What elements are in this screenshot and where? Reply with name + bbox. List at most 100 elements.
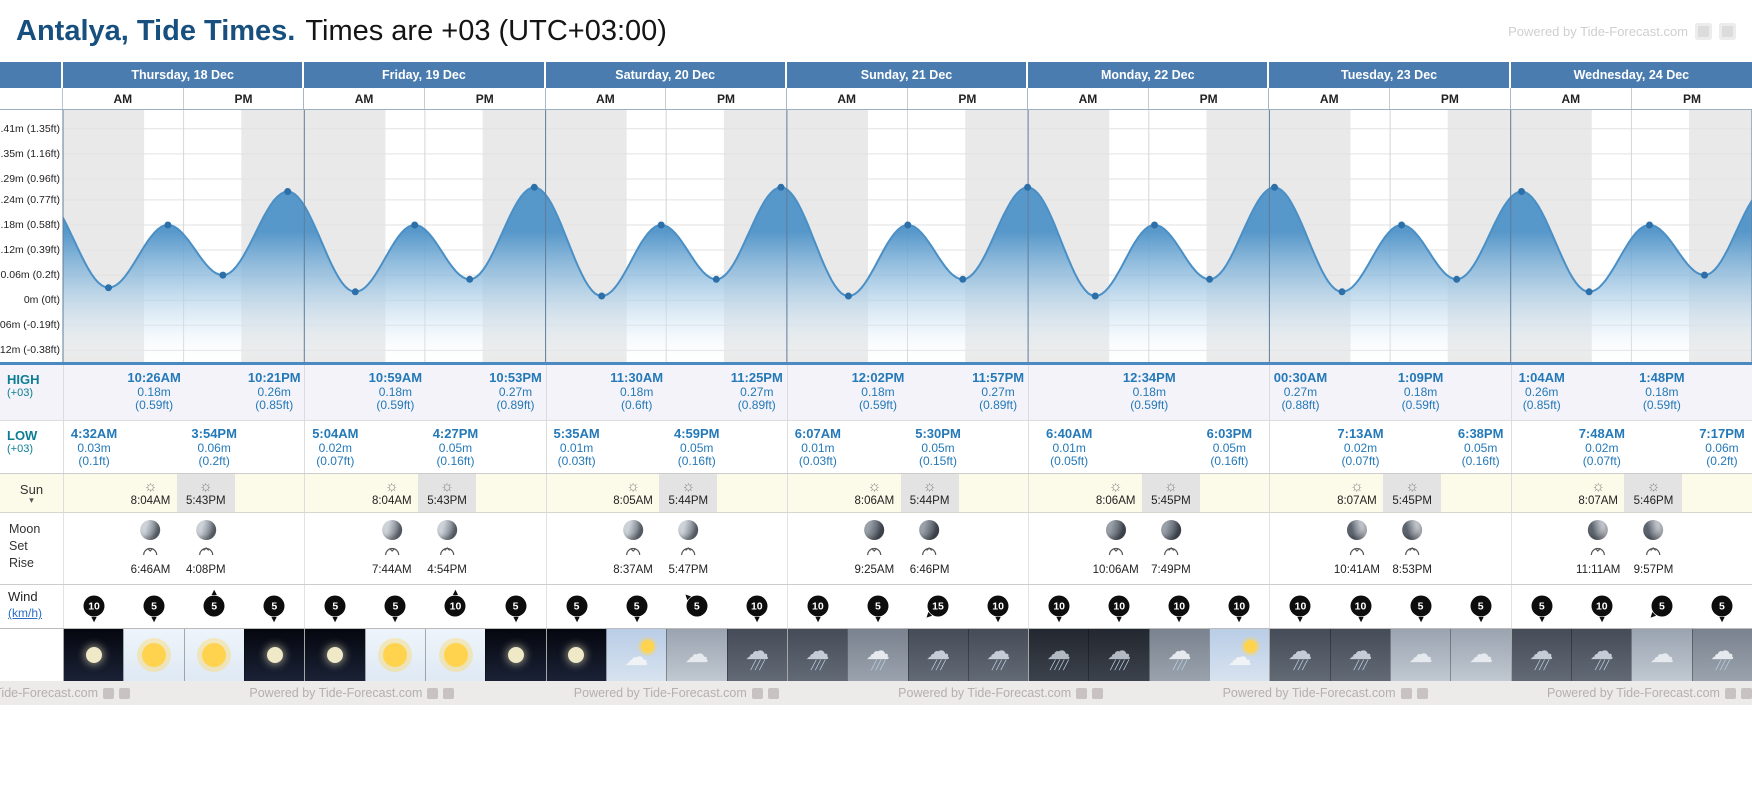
weather-icon-clear-night bbox=[243, 629, 305, 681]
am-label: AM bbox=[596, 91, 615, 106]
sunset-icon: ☼ bbox=[1164, 478, 1178, 496]
footer-badge-icon bbox=[751, 687, 763, 699]
wind-speed-value: 5 bbox=[143, 595, 165, 617]
low-tide-height-m: 0.02m bbox=[318, 440, 352, 455]
high-tide-entry: 10:21PM 0.26m (0.85ft) bbox=[218, 370, 330, 412]
high-tide-height-m: 0.18m bbox=[378, 384, 413, 399]
rain-drops-icon: ╱╱╱ bbox=[1534, 660, 1549, 670]
day-column: ☼ 8:04AM ☼ 5:43PM bbox=[63, 474, 304, 512]
moon-phase-icon bbox=[1643, 520, 1664, 540]
moon-phase-icon bbox=[678, 520, 699, 540]
day-column: 5:04AM 0.02m (0.07ft) 4:27PM 0.05m (0.16ft) bbox=[304, 421, 545, 473]
footer-watermark-text: Powered by Tide-Forecast.com bbox=[898, 686, 1072, 700]
wind-marker: ▲ 10 bbox=[1224, 589, 1254, 625]
sun-row: Sun ▾ ☼ 8:04AM ☼ 5:43PM ☼ 8:04AM ☼ 5:43PM ☼ 8:05A… bbox=[0, 474, 1752, 513]
high-tide-time: 1:04AM bbox=[1518, 370, 1565, 385]
wind-marker: ▲ 5 bbox=[863, 589, 893, 625]
sunrise-time: 8:07AM bbox=[1337, 494, 1377, 507]
high-tide-height-m: 0.27m bbox=[1283, 384, 1318, 399]
low-tide-time: 5:04AM bbox=[312, 426, 359, 441]
high-tide-entry: 12:34PM 0.18m (0.59ft) bbox=[1093, 370, 1205, 412]
y-axis-labels: 0.41m (1.35ft) 0.35m (1.16ft) 0.29m (0.96f… bbox=[0, 110, 62, 365]
day-column: 11:11AM 9:57PM bbox=[1510, 513, 1752, 584]
ampm-day-cell: AM PM bbox=[63, 88, 305, 109]
wind-marker: ▲ 10 bbox=[1104, 589, 1134, 625]
footer-watermark: Powered by Tide-Forecast.com bbox=[898, 686, 1104, 700]
day-column: 10:59AM 0.18m (0.59ft) 10:53PM 0.27m (0.89ft) bbox=[304, 365, 545, 420]
footer-watermark-text: Powered by Tide-Forecast.com bbox=[1222, 686, 1396, 700]
sun-glyph-icon bbox=[202, 643, 227, 667]
y-axis-tick: 0.12m (0.39ft) bbox=[0, 244, 60, 257]
day-column: ▲ 10 ▲ 5 ▲ 5 ▲ 5 bbox=[63, 585, 304, 628]
wind-direction-arrow-icon: ▲ bbox=[450, 587, 460, 597]
low-tide-height-ft: (0.16ft) bbox=[1210, 453, 1249, 468]
day-header-spacer bbox=[0, 62, 63, 88]
sunset-icon: ☼ bbox=[198, 478, 213, 496]
sunset-time: 5:45PM bbox=[1392, 494, 1432, 507]
wind-marker: ▲ 10 bbox=[79, 589, 109, 625]
moonrise-icon bbox=[1645, 543, 1661, 561]
am-label: AM bbox=[1319, 91, 1339, 106]
wind-marker: ▲ 15 bbox=[921, 589, 953, 623]
day-column: ▲ 10 ▲ 10 ▲ 10 ▲ 10 bbox=[1028, 585, 1269, 628]
wind-speed-value: 5 bbox=[566, 595, 588, 617]
day-column: 7:13AM 0.02m (0.07ft) 6:38PM 0.05m (0.16ft) bbox=[1269, 421, 1510, 473]
weather-icon-rain: ☁ ╱╱╱ bbox=[907, 629, 968, 681]
wind-unit-link[interactable]: (km/h) bbox=[8, 606, 42, 620]
sunset-icon: ☼ bbox=[681, 478, 696, 496]
footer-badge-icon bbox=[1400, 687, 1412, 699]
low-tide-entry: 6:03PM 0.05m (0.16ft) bbox=[1173, 426, 1285, 468]
moon-phase-icon bbox=[140, 520, 161, 540]
moon-phase-icon bbox=[1160, 520, 1181, 540]
sun-expand-caret-icon[interactable]: ▾ bbox=[29, 495, 34, 505]
footer-badge-icon bbox=[767, 687, 779, 699]
wind-speed-value: 10 bbox=[1108, 595, 1130, 617]
timezone-note: Times are +03 (UTC+03:00) bbox=[305, 14, 667, 47]
footer-badge-icon bbox=[1740, 687, 1752, 699]
share-badge-icon[interactable] bbox=[1695, 22, 1712, 40]
day-header-wednesday: Wednesday, 24 Dec bbox=[1510, 62, 1752, 88]
moonset-time: 10:41AM bbox=[1333, 564, 1380, 576]
sunrise-icon: ☼ bbox=[1108, 478, 1123, 496]
footer-watermark: Powered by Tide-Forecast.com bbox=[574, 686, 779, 700]
day-header-sunday: Sunday, 21 Dec bbox=[786, 62, 1029, 88]
rain-drops-icon: ╱╱╱ bbox=[931, 660, 946, 670]
day-column: 11:30AM 0.18m (0.6ft) 11:25PM 0.27m (0.89ft) bbox=[545, 365, 787, 420]
day-header-tuesday: Tuesday, 23 Dec bbox=[1269, 62, 1511, 88]
moonset-time: 8:37AM bbox=[613, 564, 653, 576]
wind-marker: ▲ 5 bbox=[1406, 589, 1436, 625]
wind-marker: ▲ 10 bbox=[1346, 589, 1376, 625]
day-column: 8:37AM 5:47PM bbox=[545, 513, 787, 584]
rain-drops-icon: ╱╱╱ bbox=[1353, 660, 1368, 670]
high-tide-height-ft: (0.6ft) bbox=[620, 397, 653, 412]
moonrise-icon bbox=[439, 543, 455, 561]
image-badge-icon[interactable] bbox=[1719, 22, 1736, 40]
powered-by-link[interactable]: Powered by Tide-Forecast.com bbox=[1508, 22, 1736, 40]
day-header-row: Thursday, 18 Dec Friday, 19 Dec Saturday, … bbox=[0, 62, 1752, 88]
low-tide-height-ft: (0.2ft) bbox=[198, 453, 230, 468]
weather-icon-sunny bbox=[364, 629, 425, 681]
y-axis-tick: 0.41m (1.35ft) bbox=[0, 122, 60, 135]
page-header: Antalya, Tide Times. Times are +03 (UTC+0… bbox=[0, 0, 1752, 62]
wind-speed-value: 10 bbox=[746, 595, 768, 617]
footer-badge-icon bbox=[1092, 687, 1104, 699]
moon-phase-icon bbox=[919, 520, 940, 540]
low-tide-time: 7:48AM bbox=[1578, 426, 1625, 441]
day-column: ▲ 5 ▲ 5 ▲ 10 ▲ 5 bbox=[304, 585, 545, 628]
am-label: AM bbox=[1561, 91, 1581, 106]
day-column: ▲ 10 ▲ 10 ▲ 5 ▲ 5 bbox=[1269, 585, 1510, 628]
low-tide-height-ft: (0.03ft) bbox=[798, 453, 837, 468]
wind-speed-value: 5 bbox=[1711, 595, 1733, 617]
moon-rise-entry: 7:49PM bbox=[1151, 520, 1191, 576]
low-tide-entry: 5:30PM 0.05m (0.15ft) bbox=[882, 426, 994, 468]
weather-icon-rain: ☁ ╱╱╱ bbox=[1511, 629, 1572, 681]
low-tide-height-m: 0.05m bbox=[680, 440, 714, 455]
low-tide-height-m: 0.05m bbox=[921, 440, 955, 455]
high-tide-entry: 1:48PM 0.18m (0.59ft) bbox=[1606, 370, 1718, 412]
high-tide-time: 10:53PM bbox=[489, 370, 542, 385]
day-header-thursday: Thursday, 18 Dec bbox=[63, 62, 305, 88]
day-column: ▲ 10 ▲ 5 ▲ 15 ▲ 10 bbox=[786, 585, 1028, 628]
high-tide-height-ft: (0.89ft) bbox=[496, 397, 535, 412]
day-column: 7:44AM 4:54PM bbox=[304, 513, 545, 584]
moon-rise-entry: 8:53PM bbox=[1392, 520, 1432, 576]
